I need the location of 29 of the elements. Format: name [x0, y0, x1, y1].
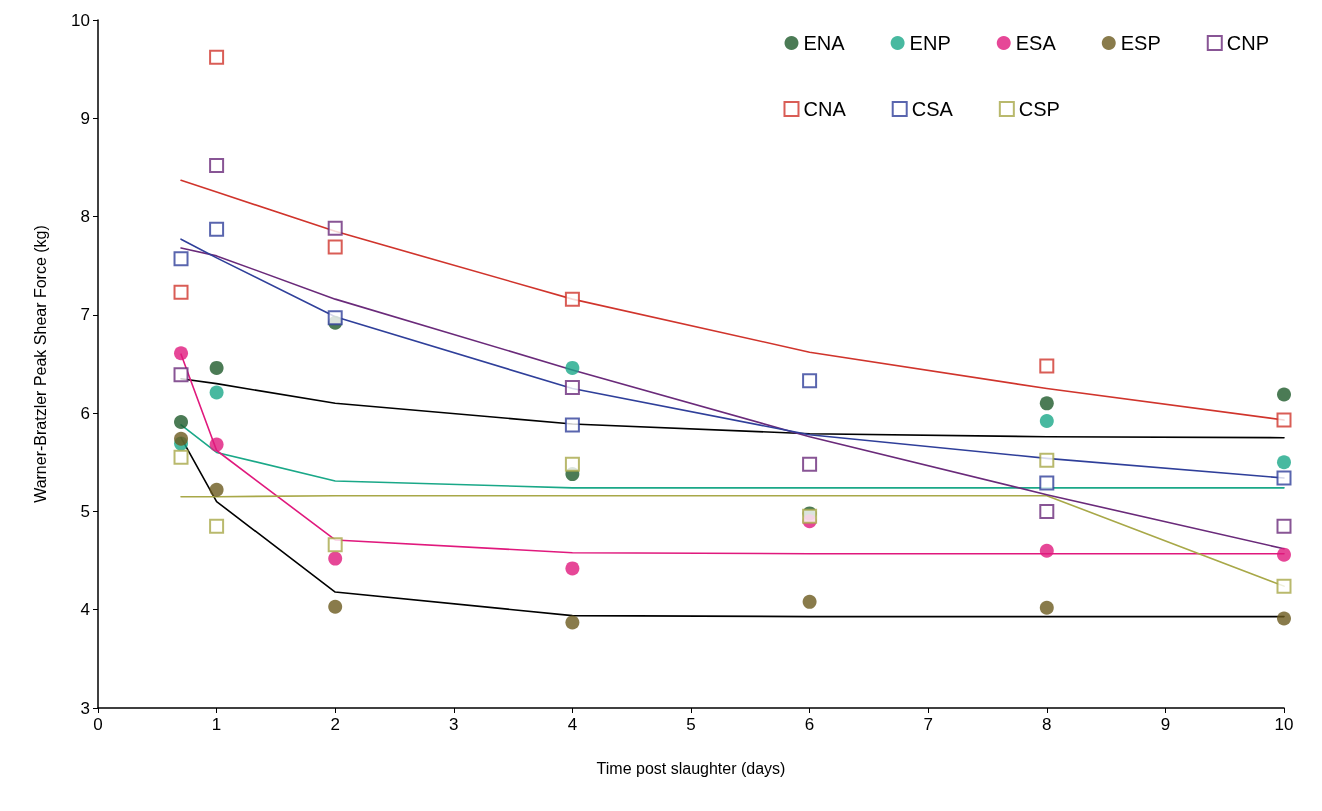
- y-tick-label: 3: [80, 698, 90, 718]
- x-tick-label: 10: [1274, 715, 1294, 734]
- y-tick-label: 5: [80, 501, 90, 521]
- x-tick-label: 6: [804, 715, 815, 734]
- y-tick-label: 4: [80, 600, 90, 620]
- x-tick-label: 5: [686, 715, 696, 734]
- legend-label: CSP: [1018, 98, 1060, 120]
- legend-label: CSA: [911, 98, 954, 120]
- legend-label: ESP: [1120, 32, 1161, 54]
- x-tick-label: 1: [211, 715, 222, 734]
- y-tick-label: 8: [80, 207, 90, 227]
- y-tick-label: 7: [80, 305, 90, 325]
- legend-label: ESA: [1015, 32, 1057, 54]
- x-tick-label: 2: [330, 715, 340, 734]
- x-tick-label: 9: [1160, 715, 1171, 734]
- x-axis-title: Time post slaughter (days): [596, 759, 786, 777]
- y-tick-label: 9: [80, 108, 90, 128]
- legend-label: CNA: [803, 98, 847, 120]
- legend-label: ENP: [909, 32, 951, 54]
- x-tick-label: 4: [567, 715, 578, 734]
- y-tick-label: 10: [71, 10, 90, 30]
- legend-label: CNP: [1226, 32, 1270, 54]
- legend-label: ENA: [803, 32, 846, 54]
- y-tick-label: 6: [80, 403, 90, 423]
- x-tick-label: 0: [93, 715, 103, 734]
- x-tick-label: 8: [1042, 715, 1052, 734]
- x-tick-label: 3: [449, 715, 459, 734]
- x-tick-label: 7: [923, 715, 933, 734]
- y-axis-title: Warner-Bratzler Peak Shear Force (kg): [31, 225, 49, 503]
